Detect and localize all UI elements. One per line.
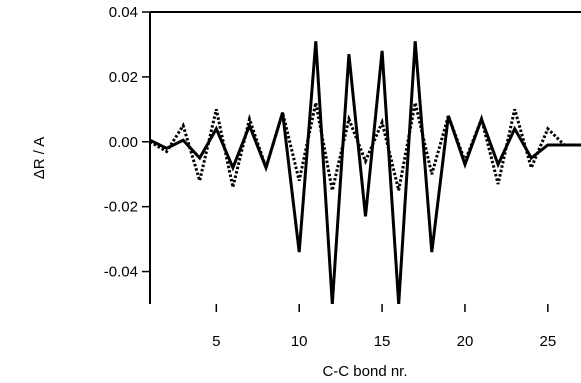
x-tick-label: 15 (374, 333, 391, 350)
x-axis: 5 10 15 20 25 (212, 304, 556, 350)
x-tick-label: 20 (457, 333, 474, 350)
y-axis: 0.04 0.02 0.00 -0.02 -0.04 (104, 4, 150, 281)
plot-frame (149, 11, 581, 304)
series-layer (150, 41, 581, 304)
y-tick-label: 0.02 (109, 69, 138, 86)
y-tick-label: -0.02 (104, 199, 138, 216)
y-tick-label: 0.00 (109, 134, 138, 151)
dotted-series-line (150, 102, 581, 191)
solid-series-line (150, 41, 581, 304)
y-tick-label: 0.04 (109, 4, 138, 21)
x-axis-label: C-C bond nr. (322, 363, 407, 380)
x-tick-label: 25 (540, 333, 557, 350)
x-tick-label: 10 (291, 333, 308, 350)
x-tick-label: 5 (212, 333, 220, 350)
y-axis-label: ΔR / A (31, 137, 48, 180)
y-tick-label: -0.04 (104, 264, 138, 281)
